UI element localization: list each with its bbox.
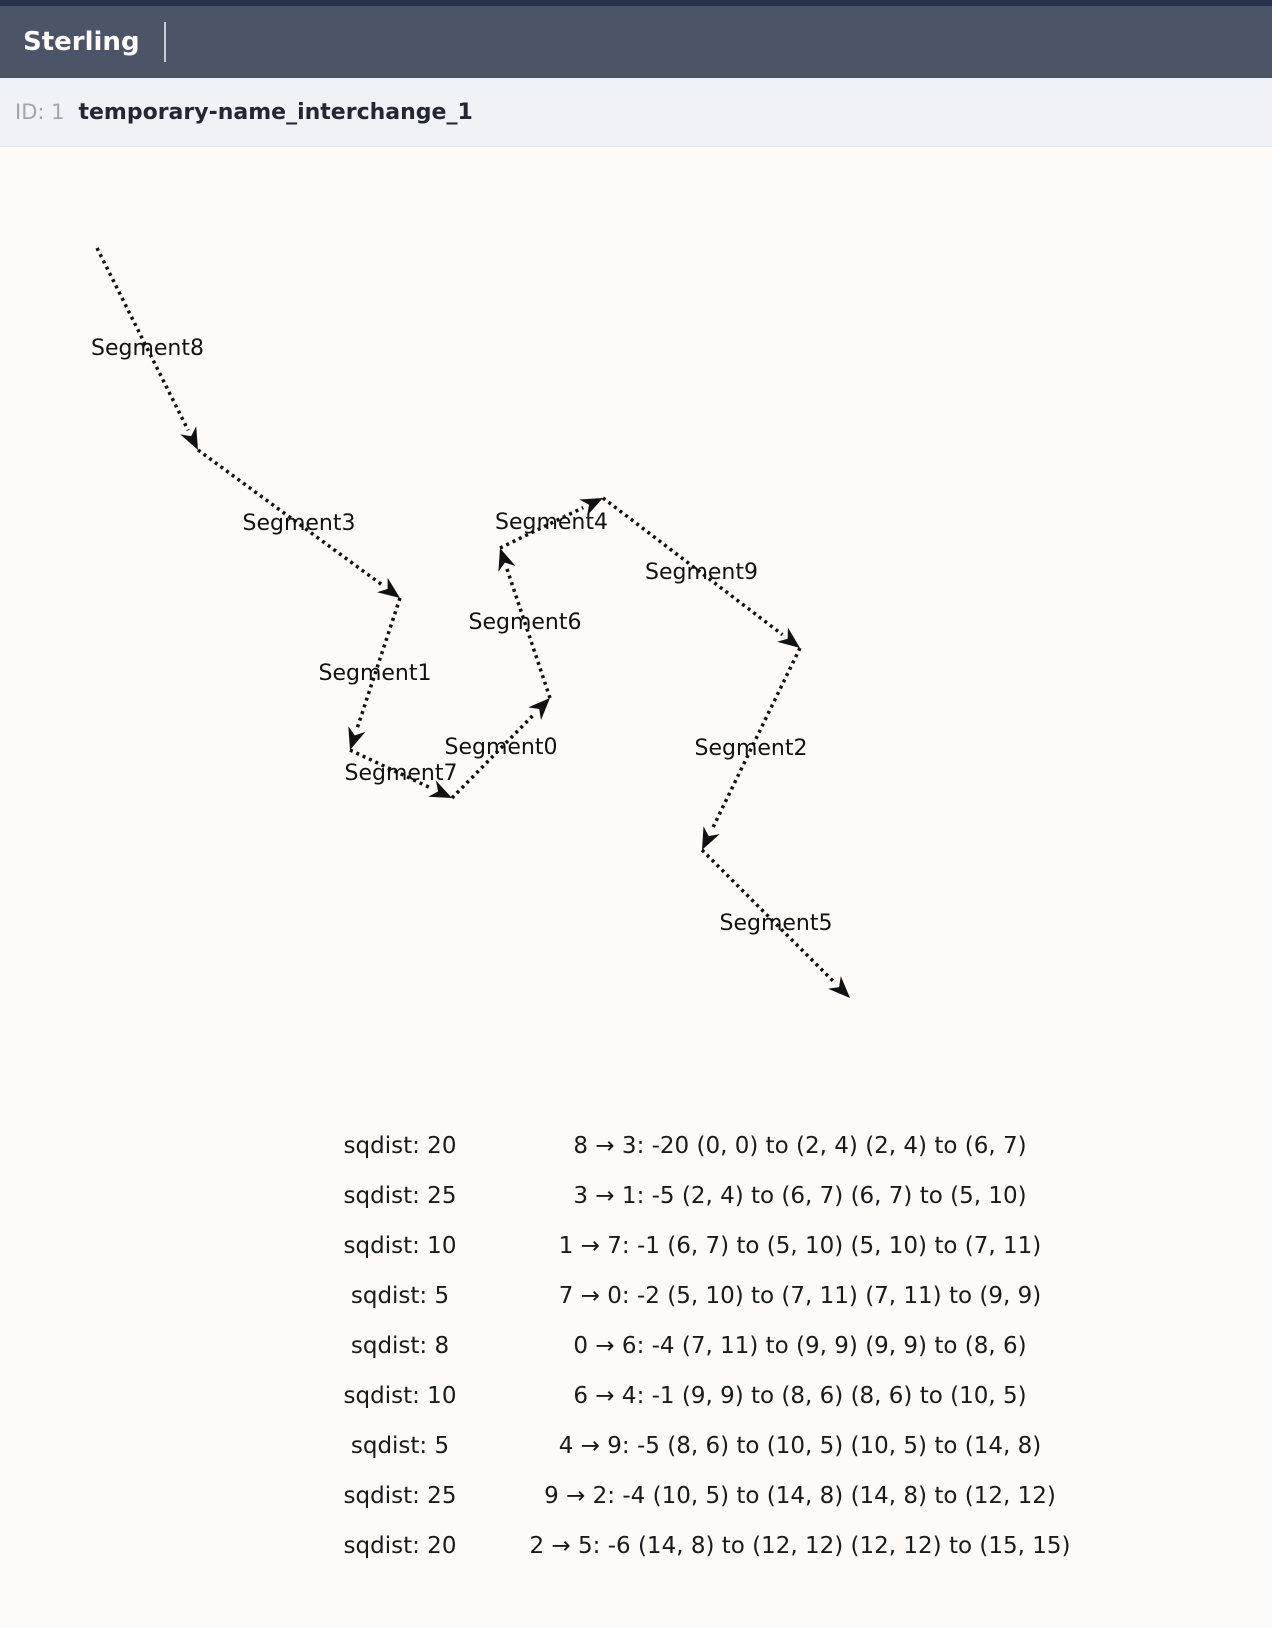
arrowhead xyxy=(376,577,400,598)
edge-label: Segment2 xyxy=(695,736,808,761)
arrowhead xyxy=(828,976,850,998)
instance-name: temporary-name_interchange_1 xyxy=(78,99,473,125)
instance-id-label: ID: 1 xyxy=(15,100,65,124)
arrowhead xyxy=(498,548,516,572)
sqdist-cell: sqdist: 5 xyxy=(350,1433,450,1459)
table-row: sqdist: 20 2 → 5: -6 (14, 8) to (12, 12) … xyxy=(0,1523,1272,1573)
edge-line xyxy=(349,748,433,791)
transition-cell: 3 → 1: -5 (2, 4) to (6, 7) (6, 7) to (5,… xyxy=(573,1183,1027,1209)
arrowhead xyxy=(528,698,550,720)
table-row: sqdist: 10 6 → 4: -1 (9, 9) to (8, 6) (8,… xyxy=(0,1373,1272,1423)
edge-label: Segment1 xyxy=(319,661,432,686)
table-row: sqdist: 10 1 → 7: -1 (6, 7) to (5, 10) (5… xyxy=(0,1223,1272,1273)
arrowhead xyxy=(579,498,603,516)
transition-cell: 9 → 2: -4 (10, 5) to (14, 8) (14, 8) to … xyxy=(544,1483,1056,1509)
sqdist-cell: sqdist: 5 xyxy=(350,1283,450,1309)
edge-line xyxy=(505,568,552,699)
transition-cell: 7 → 0: -2 (5, 10) to (7, 11) (7, 11) to … xyxy=(558,1283,1042,1309)
sqdist-cell: sqdist: 25 xyxy=(343,1183,457,1209)
edge-line xyxy=(499,506,584,550)
edge-line xyxy=(95,247,190,432)
sqdist-cell: sqdist: 10 xyxy=(343,1233,457,1259)
transition-cell: 0 → 6: -4 (7, 11) to (9, 9) (9, 9) to (8… xyxy=(573,1333,1027,1359)
edge-line xyxy=(710,647,802,831)
sqdist-cell: sqdist: 20 xyxy=(343,1533,457,1559)
brand-title: Sterling xyxy=(0,22,166,62)
edge-segment4: Segment4 xyxy=(495,498,608,550)
table-row: sqdist: 20 8 → 3: -20 (0, 0) to (2, 4) (2… xyxy=(0,1123,1272,1173)
table-row: sqdist: 25 9 → 2: -4 (10, 5) to (14, 8) (… xyxy=(0,1473,1272,1523)
edge-line xyxy=(450,712,536,800)
table-row: sqdist: 5 4 → 9: -5 (8, 6) to (10, 5) (10… xyxy=(0,1423,1272,1473)
edge-segment9: Segment9 xyxy=(601,496,800,648)
transition-cell: 4 → 9: -5 (8, 6) to (10, 5) (10, 5) to (… xyxy=(558,1433,1042,1459)
table-row: sqdist: 5 7 → 0: -2 (5, 10) to (7, 11) (7… xyxy=(0,1273,1272,1323)
instance-bar: ID: 1 temporary-name_interchange_1 xyxy=(0,78,1272,147)
arrowhead xyxy=(777,627,800,648)
sqdist-cell: sqdist: 20 xyxy=(343,1133,457,1159)
edge-segment3: Segment3 xyxy=(196,448,400,598)
edge-label: Segment9 xyxy=(645,560,758,585)
sqdist-cell: sqdist: 25 xyxy=(343,1483,457,1509)
edge-label: Segment6 xyxy=(469,610,582,635)
table-row: sqdist: 8 0 → 6: -4 (7, 11) to (9, 9) (9,… xyxy=(0,1323,1272,1373)
table-row: sqdist: 25 3 → 1: -5 (2, 4) to (6, 7) (6,… xyxy=(0,1173,1272,1223)
edge-segment5: Segment5 xyxy=(700,848,850,998)
arrowhead xyxy=(348,726,366,750)
segment-graph: Segment8 Segment3 Segment1 Segment7Segment0… xyxy=(91,247,850,998)
edge-label: Segment7 xyxy=(345,761,458,786)
sqdist-cell: sqdist: 8 xyxy=(350,1333,450,1359)
edge-label: Segment4 xyxy=(495,510,608,535)
edge-label: Segment5 xyxy=(720,911,833,936)
transition-cell: 6 → 4: -1 (9, 9) to (8, 6) (8, 6) to (10… xyxy=(573,1383,1027,1409)
edge-line xyxy=(355,597,402,730)
transition-cell: 8 → 3: -20 (0, 0) to (2, 4) (2, 4) to (6… xyxy=(573,1133,1027,1159)
edge-segment6: Segment6 xyxy=(469,548,582,699)
edge-line xyxy=(196,448,384,587)
edge-segment7: Segment7 xyxy=(345,748,458,798)
edge-segment0: Segment0 xyxy=(445,698,558,800)
top-accent-strip xyxy=(0,0,1272,6)
arrowhead xyxy=(702,826,720,850)
app-header: Sterling xyxy=(0,6,1272,78)
sqdist-cell: sqdist: 10 xyxy=(343,1383,457,1409)
transition-cell: 2 → 5: -6 (14, 8) to (12, 12) (12, 12) t… xyxy=(529,1533,1071,1559)
edge-line xyxy=(700,848,836,984)
edge-segment2: Segment2 xyxy=(695,647,808,850)
arrowhead xyxy=(428,780,452,798)
edge-label: Segment3 xyxy=(243,511,356,536)
arrowhead xyxy=(180,426,198,450)
edge-line xyxy=(601,496,784,637)
transition-cell: 1 → 7: -1 (6, 7) to (5, 10) (5, 10) to (… xyxy=(558,1233,1042,1259)
edge-segment1: Segment1 xyxy=(319,597,432,750)
edge-segment8: Segment8 xyxy=(91,247,204,450)
edge-label: Segment0 xyxy=(445,735,558,760)
edge-label: Segment8 xyxy=(91,336,204,361)
